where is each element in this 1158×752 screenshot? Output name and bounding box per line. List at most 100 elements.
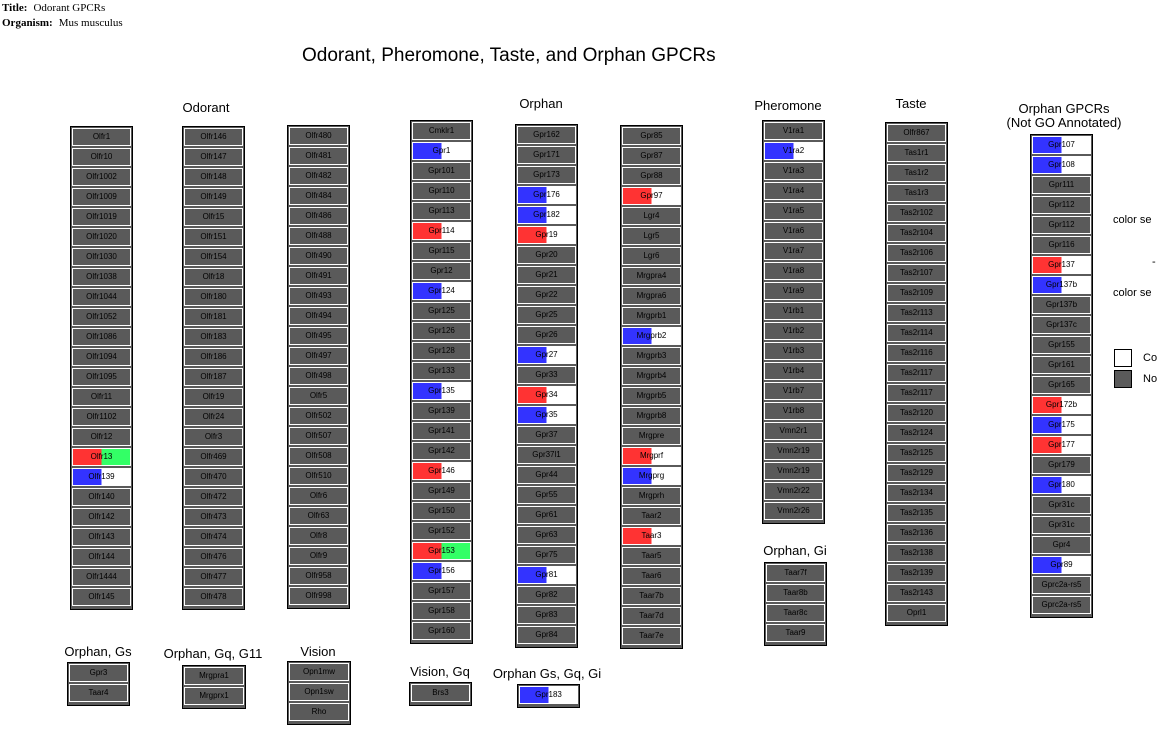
gene-box-v1ra4[interactable]: V1ra4 [764, 182, 823, 200]
gene-box-olfr6[interactable]: Olfr6 [289, 487, 348, 505]
gene-box-v1ra2[interactable]: V1ra2 [764, 142, 823, 160]
gene-box-gpr116[interactable]: Gpr116 [1032, 236, 1091, 254]
gene-box-gpr161[interactable]: Gpr161 [1032, 356, 1091, 374]
gene-box-lgr5[interactable]: Lgr5 [622, 227, 681, 245]
gene-box-olfr5[interactable]: Olfr5 [289, 387, 348, 405]
gene-box-taar9[interactable]: Taar9 [766, 624, 825, 642]
gene-box-gpr175[interactable]: Gpr175 [1032, 416, 1091, 434]
gene-box-olfr142[interactable]: Olfr142 [72, 508, 131, 526]
gene-box-gpr25[interactable]: Gpr25 [517, 306, 576, 324]
gene-box-gpr81[interactable]: Gpr81 [517, 566, 576, 584]
gene-box-vmn2r22[interactable]: Vmn2r22 [764, 482, 823, 500]
gene-box-opn1mw[interactable]: Opn1mw [289, 663, 349, 681]
gene-box-tas2r138[interactable]: Tas2r138 [887, 544, 946, 562]
gene-box-gpr182[interactable]: Gpr182 [517, 206, 576, 224]
gene-box-v1ra5[interactable]: V1ra5 [764, 202, 823, 220]
gene-box-gpr137c[interactable]: Gpr137c [1032, 316, 1091, 334]
gene-box-olfr498[interactable]: Olfr498 [289, 367, 348, 385]
gene-box-v1ra6[interactable]: V1ra6 [764, 222, 823, 240]
gene-box-olfr497[interactable]: Olfr497 [289, 347, 348, 365]
gene-box-gpr137[interactable]: Gpr137 [1032, 256, 1091, 274]
gene-box-olfr958[interactable]: Olfr958 [289, 567, 348, 585]
gene-box-olfr15[interactable]: Olfr15 [184, 208, 243, 226]
gene-box-v1rb2[interactable]: V1rb2 [764, 322, 823, 340]
gene-box-mrgprb5[interactable]: Mrgprb5 [622, 387, 681, 405]
gene-box-tas2r139[interactable]: Tas2r139 [887, 564, 946, 582]
gene-box-v1rb4[interactable]: V1rb4 [764, 362, 823, 380]
gene-box-gpr160[interactable]: Gpr160 [412, 622, 471, 640]
gene-box-gpr26[interactable]: Gpr26 [517, 326, 576, 344]
gene-box-olfr11[interactable]: Olfr11 [72, 388, 131, 406]
gene-box-taar7f[interactable]: Taar7f [766, 564, 825, 582]
gene-box-mrgpra1[interactable]: Mrgpra1 [184, 667, 244, 685]
gene-box-gpr22[interactable]: Gpr22 [517, 286, 576, 304]
gene-box-gpr31c[interactable]: Gpr31c [1032, 516, 1091, 534]
gene-box-gpr173[interactable]: Gpr173 [517, 166, 576, 184]
gene-box-mrgprb8[interactable]: Mrgprb8 [622, 407, 681, 425]
gene-box-gpr152[interactable]: Gpr152 [412, 522, 471, 540]
gene-box-olfr481[interactable]: Olfr481 [289, 147, 348, 165]
gene-box-taar2[interactable]: Taar2 [622, 507, 681, 525]
gene-box-mrgprg[interactable]: Mrgprg [622, 467, 681, 485]
gene-box-taar7e[interactable]: Taar7e [622, 627, 681, 645]
gene-box-mrgprb3[interactable]: Mrgprb3 [622, 347, 681, 365]
gene-box-tas2r113[interactable]: Tas2r113 [887, 304, 946, 322]
gene-box-gpr88[interactable]: Gpr88 [622, 167, 681, 185]
gene-box-mrgprh[interactable]: Mrgprh [622, 487, 681, 505]
gene-box-gpr133[interactable]: Gpr133 [412, 362, 471, 380]
gene-box-tas1r1[interactable]: Tas1r1 [887, 144, 946, 162]
gene-box-olfr1044[interactable]: Olfr1044 [72, 288, 131, 306]
gene-box-gpr165[interactable]: Gpr165 [1032, 376, 1091, 394]
gene-box-gpr135[interactable]: Gpr135 [412, 382, 471, 400]
gene-box-gpr146[interactable]: Gpr146 [412, 462, 471, 480]
gene-box-mrgprb2[interactable]: Mrgprb2 [622, 327, 681, 345]
gene-box-olfr1095[interactable]: Olfr1095 [72, 368, 131, 386]
gene-box-gpr139[interactable]: Gpr139 [412, 402, 471, 420]
gene-box-olfr63[interactable]: Olfr63 [289, 507, 348, 525]
gene-box-tas2r143[interactable]: Tas2r143 [887, 584, 946, 602]
gene-box-olfr488[interactable]: Olfr488 [289, 227, 348, 245]
gene-box-gpr4[interactable]: Gpr4 [1032, 536, 1091, 554]
gene-box-olfr490[interactable]: Olfr490 [289, 247, 348, 265]
gene-box-mrgprb1[interactable]: Mrgprb1 [622, 307, 681, 325]
gene-box-olfr486[interactable]: Olfr486 [289, 207, 348, 225]
gene-box-gpr162[interactable]: Gpr162 [517, 126, 576, 144]
gene-box-gpr157[interactable]: Gpr157 [412, 582, 471, 600]
gene-box-olfr24[interactable]: Olfr24 [184, 408, 243, 426]
gene-box-gpr126[interactable]: Gpr126 [412, 322, 471, 340]
gene-box-tas2r124[interactable]: Tas2r124 [887, 424, 946, 442]
gene-box-gpr172b[interactable]: Gpr172b [1032, 396, 1091, 414]
gene-box-tas1r2[interactable]: Tas1r2 [887, 164, 946, 182]
gene-box-mrgprx1[interactable]: Mrgprx1 [184, 687, 244, 705]
gene-box-v1rb7[interactable]: V1rb7 [764, 382, 823, 400]
gene-box-olfr181[interactable]: Olfr181 [184, 308, 243, 326]
gene-box-olfr493[interactable]: Olfr493 [289, 287, 348, 305]
gene-box-tas2r109[interactable]: Tas2r109 [887, 284, 946, 302]
gene-box-olfr151[interactable]: Olfr151 [184, 228, 243, 246]
gene-box-gpr183[interactable]: Gpr183 [519, 686, 578, 704]
gene-box-brs3[interactable]: Brs3 [411, 684, 470, 702]
gene-box-gpr110[interactable]: Gpr110 [412, 182, 471, 200]
gene-box-tas2r107[interactable]: Tas2r107 [887, 264, 946, 282]
gene-box-olfr494[interactable]: Olfr494 [289, 307, 348, 325]
gene-box-olfr1019[interactable]: Olfr1019 [72, 208, 131, 226]
gene-box-olfr473[interactable]: Olfr473 [184, 508, 243, 526]
gene-box-olfr502[interactable]: Olfr502 [289, 407, 348, 425]
gene-box-olfr1102[interactable]: Olfr1102 [72, 408, 131, 426]
gene-box-gpr113[interactable]: Gpr113 [412, 202, 471, 220]
gene-box-mrgprf[interactable]: Mrgprf [622, 447, 681, 465]
gene-box-mrgprb4[interactable]: Mrgprb4 [622, 367, 681, 385]
gene-box-gpr44[interactable]: Gpr44 [517, 466, 576, 484]
gene-box-gpr101[interactable]: Gpr101 [412, 162, 471, 180]
gene-box-gpr142[interactable]: Gpr142 [412, 442, 471, 460]
gene-box-olfr10[interactable]: Olfr10 [72, 148, 131, 166]
gene-box-gpr158[interactable]: Gpr158 [412, 602, 471, 620]
gene-box-gpr141[interactable]: Gpr141 [412, 422, 471, 440]
gene-box-gpr177[interactable]: Gpr177 [1032, 436, 1091, 454]
gene-box-taar8b[interactable]: Taar8b [766, 584, 825, 602]
gene-box-olfr491[interactable]: Olfr491 [289, 267, 348, 285]
gene-box-olfr3[interactable]: Olfr3 [184, 428, 243, 446]
gene-box-lgr4[interactable]: Lgr4 [622, 207, 681, 225]
gene-box-olfr1002[interactable]: Olfr1002 [72, 168, 131, 186]
gene-box-olfr183[interactable]: Olfr183 [184, 328, 243, 346]
